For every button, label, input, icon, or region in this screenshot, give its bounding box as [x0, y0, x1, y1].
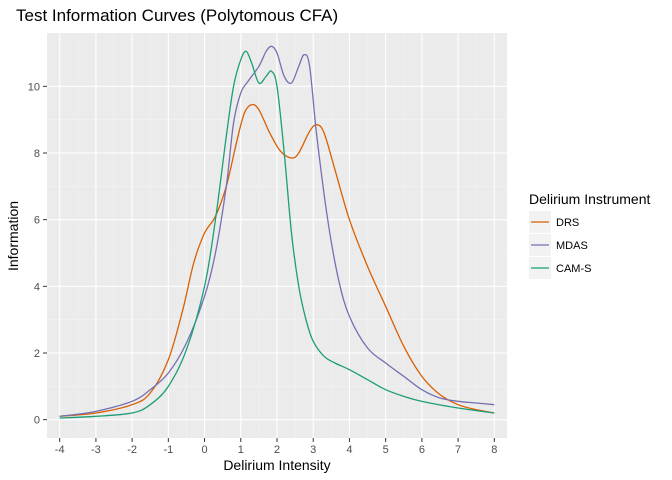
- legend: Delirium Instrument DRS MDAS CAM-S: [529, 191, 650, 279]
- legend-label-cam-s: CAM-S: [556, 263, 591, 275]
- y-tick-label: 0: [34, 415, 40, 427]
- legend-title: Delirium Instrument: [529, 191, 650, 207]
- x-tick-label: -3: [91, 444, 101, 456]
- series-line-drs: [59, 103, 495, 417]
- legend-label-drs: DRS: [556, 217, 579, 229]
- x-tick-label: -2: [127, 444, 137, 456]
- y-tick-label: 6: [34, 215, 40, 227]
- x-tick-label: 5: [383, 444, 389, 456]
- x-tick-label: 2: [274, 444, 280, 456]
- chart-title: Test Information Curves (Polytomous CFA): [16, 6, 338, 25]
- y-tick-label: 10: [28, 81, 40, 93]
- y-axis-title: Information: [5, 201, 21, 271]
- x-tick-label: -4: [55, 444, 65, 456]
- x-tick-label: 3: [310, 444, 316, 456]
- y-tick-label: 4: [34, 281, 40, 293]
- series-lines: [59, 45, 495, 419]
- x-tick-label: 8: [491, 444, 497, 456]
- y-axis: 0 2 4 6 8 10: [28, 81, 47, 427]
- x-tick-label: 1: [238, 444, 244, 456]
- legend-label-mdas: MDAS: [556, 240, 588, 252]
- legend-items: DRS MDAS CAM-S: [529, 211, 591, 279]
- x-tick-label: 7: [455, 444, 461, 456]
- x-tick-label: 4: [346, 444, 352, 456]
- x-axis: -4 -3 -2 -1 0 1 2 3 4 5 6 7 8: [55, 438, 497, 456]
- x-axis-title: Delirium Intensity: [223, 457, 330, 473]
- x-tick-label: 6: [419, 444, 425, 456]
- x-tick-label: 0: [201, 444, 207, 456]
- y-tick-label: 8: [34, 148, 40, 160]
- grid-major: [47, 33, 507, 438]
- series-line-cam-s: [59, 50, 495, 419]
- y-tick-label: 2: [34, 348, 40, 360]
- x-tick-label: -1: [163, 444, 173, 456]
